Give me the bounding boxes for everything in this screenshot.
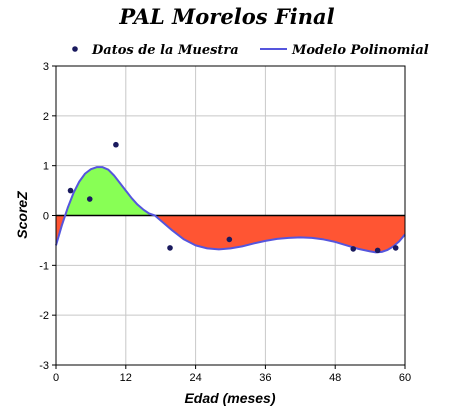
legend-scatter-label: Datos de la Muestra: [91, 43, 239, 58]
data-point-7: [392, 245, 399, 251]
x-tick-labels: 0 12 24 36 48 60: [53, 372, 411, 384]
y-axis-label: ScoreZ: [14, 191, 30, 239]
axes: [52, 65, 406, 369]
y-tick-label-4: -1: [39, 260, 49, 272]
model-line: [55, 166, 406, 254]
chart-title: PAL Morelos Final: [118, 4, 334, 29]
legend-scatter-marker: [72, 46, 78, 52]
x-axis-label: Edad (meses): [184, 390, 275, 406]
x-tick-label-0: 0: [53, 372, 59, 384]
x-tick-label-5: 60: [399, 372, 411, 384]
y-tick-label-3: 0: [43, 211, 49, 223]
legend: Datos de la Muestra Modelo Polinomial: [72, 43, 429, 58]
model-line-group: [55, 166, 406, 254]
x-tick-label-1: 12: [120, 372, 132, 384]
sample-points: [67, 141, 399, 254]
y-tick-label-2: 1: [43, 161, 49, 173]
negative-area-0: [56, 215, 66, 246]
y-tick-label-6: -3: [39, 360, 49, 372]
x-tick-label-3: 36: [259, 372, 271, 384]
data-point-2: [113, 141, 119, 148]
y-tick-label-1: 2: [43, 111, 49, 123]
data-point-5: [350, 246, 357, 252]
x-tick-label-2: 24: [189, 372, 201, 384]
data-point-6: [374, 247, 381, 254]
data-point-4: [226, 236, 233, 243]
y-tick-label-0: 3: [43, 61, 49, 73]
data-point-1: [86, 196, 93, 202]
x-tick-label-4: 48: [329, 372, 341, 384]
positive-area-1: [65, 167, 161, 221]
data-point-3: [167, 245, 173, 251]
negative-area-2: [154, 215, 405, 253]
data-point-0: [67, 187, 74, 194]
y-tick-label-5: -2: [39, 310, 49, 322]
y-tick-labels: 3 2 1 0 -1 -2 -3: [39, 61, 49, 372]
legend-line-label: Modelo Polinomial: [291, 43, 429, 58]
